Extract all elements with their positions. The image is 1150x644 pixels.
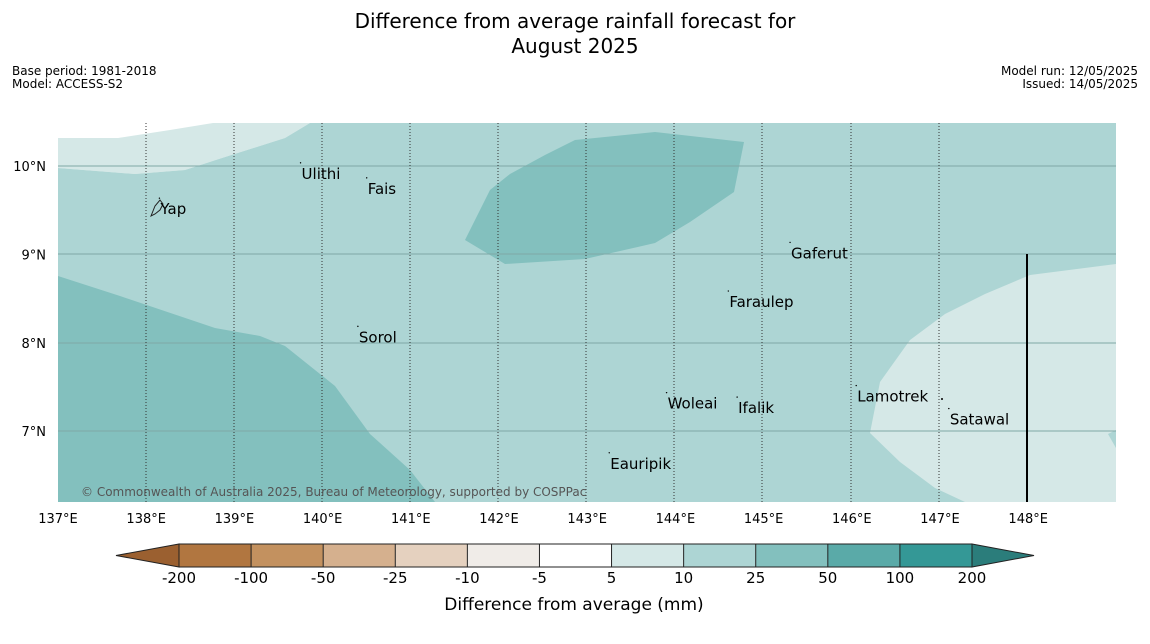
colorbar-segment — [683, 544, 756, 567]
longitude-label: 144°E — [656, 512, 696, 527]
longitude-label: 145°E — [744, 512, 784, 527]
place-dot — [855, 384, 857, 387]
longitude-label: 139°E — [215, 512, 255, 527]
colorbar-tick-label: 25 — [746, 569, 765, 587]
place-labels: Ulithi Fais Yap Gaferut Faraulep Sorol Lamotre… — [158, 162, 1009, 473]
colorbar-segment — [179, 544, 252, 567]
yap-island-shape — [150, 199, 164, 218]
longitude-label: 141°E — [391, 512, 431, 527]
place-dot — [665, 391, 668, 394]
meta-left: Base period: 1981-2018 Model: ACCESS-S2 — [12, 65, 157, 91]
colorbar: -200 -100 -50 -25 -10 -5 5 10 25 50 100 200 — [115, 543, 1035, 587]
latitude-label: 10°N — [13, 160, 46, 175]
colorbar-tick-label: 5 — [607, 569, 617, 587]
island-dot — [941, 398, 943, 400]
place-dot — [357, 325, 359, 328]
model-run: Model run: 12/05/2025 — [1000, 64, 1138, 78]
latitude-labels: 10°N 9°N 8°N 7°N — [13, 160, 46, 440]
longitude-label: 143°E — [567, 512, 607, 527]
place-dot — [158, 197, 161, 199]
longitude-labels: 137°E 138°E 139°E 140°E 141°E 142°E 143°E 144°E… — [38, 512, 1048, 527]
place-label: Ifalik — [738, 399, 774, 417]
issued-date: Issued: 14/05/2025 — [1022, 77, 1138, 91]
model-name: Model: ACCESS-S2 — [12, 77, 124, 91]
colorbar-segment — [251, 544, 324, 567]
latitude-label: 7°N — [22, 425, 47, 440]
colorbar-segment — [539, 544, 612, 567]
colorbar-tick-label: -50 — [311, 569, 336, 587]
colorbar-extend-high — [971, 543, 1035, 568]
place-dot — [727, 290, 730, 292]
title-line-2: August 2025 — [511, 34, 639, 58]
longitude-label: 147°E — [920, 512, 960, 527]
place-label: Woleai — [668, 395, 718, 413]
colorbar-tick-label: 100 — [886, 569, 915, 587]
copyright-text: © Commonwealth of Australia 2025, Bureau… — [81, 485, 586, 499]
colorbar-tick-label: -200 — [162, 569, 196, 587]
place-dot — [736, 396, 738, 398]
longitude-label: 142°E — [479, 512, 519, 527]
place-dot — [299, 162, 302, 164]
colorbar-segment — [899, 544, 972, 567]
place-label: Gaferut — [791, 244, 848, 262]
colorbar-segment — [395, 544, 468, 567]
colorbar-tick-label: -100 — [234, 569, 268, 587]
place-label: Faraulep — [729, 293, 793, 311]
place-dot — [608, 452, 610, 454]
colorbar-tick-label: 50 — [818, 569, 837, 587]
place-label: Lamotrek — [857, 388, 928, 406]
region-light-bottom-right — [870, 264, 1116, 502]
longitude-label: 148°E — [1008, 512, 1048, 527]
place-label: Yap — [159, 200, 186, 218]
longitude-label: 140°E — [303, 512, 343, 527]
place-label: Sorol — [359, 328, 397, 346]
colorbar-tick-label: -10 — [455, 569, 480, 587]
map-panel — [58, 123, 1116, 502]
longitude-label: 137°E — [38, 512, 78, 527]
colorbar-tick-label: 10 — [674, 569, 693, 587]
colorbar-segment — [467, 544, 540, 567]
colorbar-segment — [611, 544, 684, 567]
place-dot — [948, 407, 950, 410]
place-label: Fais — [368, 180, 397, 198]
region-dark-bottom-left — [58, 276, 435, 502]
longitude-label: 146°E — [832, 512, 872, 527]
place-label: Eauripik — [610, 455, 671, 473]
place-label: Ulithi — [302, 165, 341, 183]
map-title: Difference from average rainfall forecas… — [0, 9, 1150, 59]
title-line-1: Difference from average rainfall forecas… — [354, 9, 796, 33]
meta-right: Model run: 12/05/2025 Issued: 14/05/2025 — [1001, 65, 1138, 91]
colorbar-extend-low — [115, 543, 180, 568]
colorbar-segment — [755, 544, 828, 567]
latitude-label: 9°N — [22, 248, 47, 263]
region-light-top-left-top — [58, 123, 310, 174]
colorbar-segment — [827, 544, 900, 567]
colorbar-label: Difference from average (mm) — [444, 595, 703, 615]
colorbar-tick-label: -5 — [532, 569, 547, 587]
latitude-label: 8°N — [22, 337, 47, 352]
place-dot — [789, 241, 791, 244]
colorbar-segment — [323, 544, 396, 567]
longitude-label: 138°E — [126, 512, 166, 527]
colorbar-tick-label: 200 — [958, 569, 987, 587]
place-dot — [366, 177, 368, 179]
base-period: Base period: 1981-2018 — [12, 64, 157, 78]
colorbar-tick-label: -25 — [383, 569, 408, 587]
longitude-gridlines — [145, 123, 940, 502]
place-label: Satawal — [950, 411, 1009, 429]
